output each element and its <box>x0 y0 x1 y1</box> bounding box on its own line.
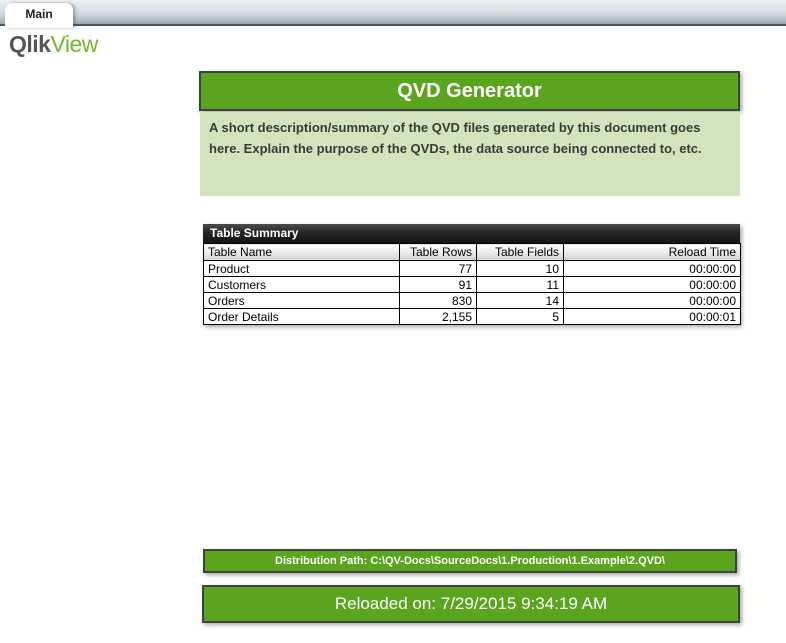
column-header-table-name[interactable]: Table Name <box>203 243 400 261</box>
cell-reload-time[interactable]: 00:00:00 <box>563 276 741 293</box>
table-row[interactable]: Product 77 10 00:00:00 <box>203 260 741 277</box>
logo-part-qlik: Qlik <box>9 31 51 57</box>
cell-table-fields[interactable]: 14 <box>476 292 564 309</box>
cell-table-rows[interactable]: 830 <box>399 292 477 309</box>
logo-part-view: View <box>50 31 98 57</box>
table-header-row: Table Name Table Rows Table Fields Reloa… <box>203 243 741 261</box>
reloaded-on-bar: Reloaded on: 7/29/2015 9:34:19 AM <box>202 585 740 623</box>
table-row[interactable]: Orders 830 14 00:00:00 <box>203 292 741 309</box>
cell-table-rows[interactable]: 2,155 <box>399 308 477 325</box>
cell-table-rows[interactable]: 77 <box>399 260 477 277</box>
cell-table-fields[interactable]: 5 <box>476 308 564 325</box>
cell-table-name[interactable]: Product <box>203 260 400 277</box>
table-row[interactable]: Order Details 2,155 5 00:00:01 <box>203 308 741 325</box>
table-caption: Table Summary <box>203 224 740 243</box>
tab-bar <box>0 0 786 26</box>
cell-reload-time[interactable]: 00:00:01 <box>563 308 741 325</box>
cell-table-name[interactable]: Order Details <box>203 308 400 325</box>
column-header-table-rows[interactable]: Table Rows <box>399 243 477 261</box>
distribution-path-text: Distribution Path: C:\QV-Docs\SourceDocs… <box>275 555 665 567</box>
cell-reload-time[interactable]: 00:00:00 <box>563 292 741 309</box>
table-summary: Table Name Table Rows Table Fields Reloa… <box>203 243 741 325</box>
cell-table-fields[interactable]: 11 <box>476 276 564 293</box>
reloaded-on-text: Reloaded on: 7/29/2015 9:34:19 AM <box>334 594 608 613</box>
tab-main[interactable]: Main <box>5 3 73 28</box>
cell-table-name[interactable]: Orders <box>203 292 400 309</box>
qlikview-logo: QlikView <box>9 31 98 58</box>
cell-reload-time[interactable]: 00:00:00 <box>563 260 741 277</box>
cell-table-rows[interactable]: 91 <box>399 276 477 293</box>
description-text: A short description/summary of the QVD f… <box>200 112 740 196</box>
table-row[interactable]: Customers 91 11 00:00:00 <box>203 276 741 293</box>
tab-main-label: Main <box>25 7 53 21</box>
column-header-table-fields[interactable]: Table Fields <box>476 243 564 261</box>
cell-table-fields[interactable]: 10 <box>476 260 564 277</box>
page-title: QVD Generator <box>397 79 542 102</box>
table-summary-object: Table Summary Table Name Table Rows Tabl… <box>203 224 741 325</box>
title-banner: QVD Generator <box>199 71 740 111</box>
cell-table-name[interactable]: Customers <box>203 276 400 293</box>
column-header-reload-time[interactable]: Reload Time <box>563 243 741 261</box>
distribution-path-bar: Distribution Path: C:\QV-Docs\SourceDocs… <box>203 549 737 573</box>
